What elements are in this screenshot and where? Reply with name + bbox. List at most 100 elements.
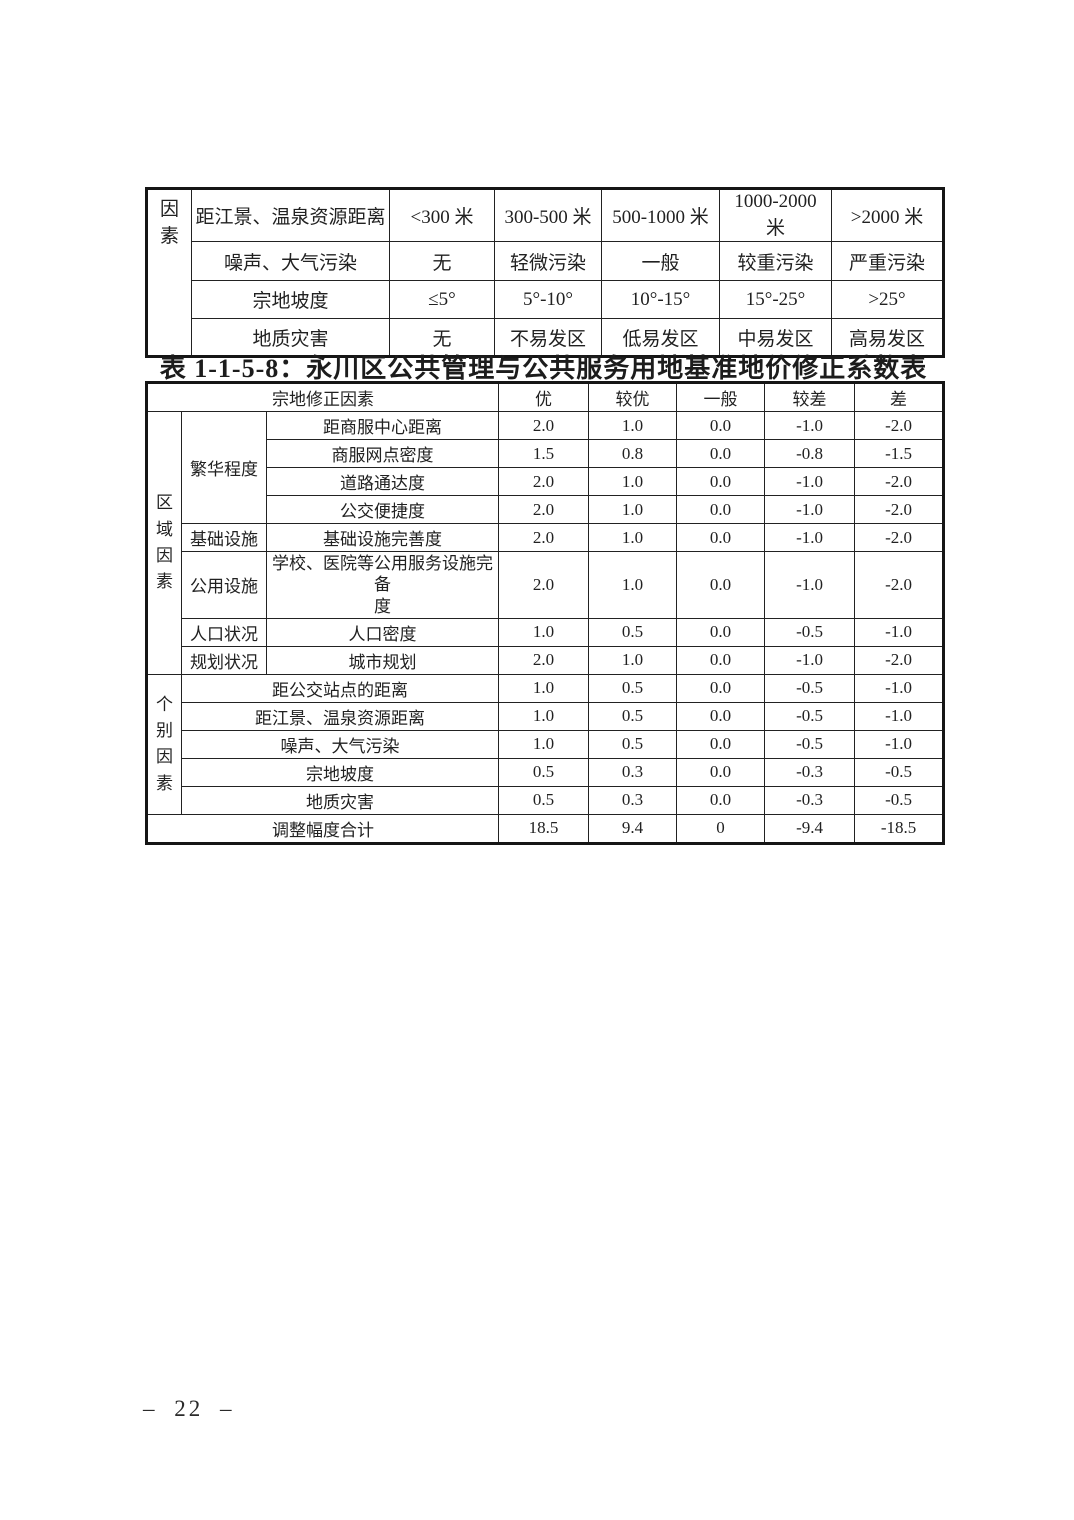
value-cell: -0.3 bbox=[764, 757, 856, 787]
header-average: 一般 bbox=[676, 382, 766, 412]
factor-label: 地质灾害 bbox=[191, 318, 390, 357]
value-cell: -0.5 bbox=[764, 673, 856, 703]
value-cell: 0.0 bbox=[676, 645, 766, 675]
value-cell: 0 bbox=[676, 813, 766, 844]
value-cell: 2.0 bbox=[498, 411, 590, 440]
value-cell: -2.0 bbox=[854, 523, 945, 552]
value-cell: ≤5° bbox=[389, 280, 495, 319]
value-cell: 0.0 bbox=[676, 729, 766, 759]
value-cell: -1.0 bbox=[764, 523, 856, 552]
factor-label: 道路通达度 bbox=[265, 467, 500, 496]
value-cell: 1.0 bbox=[498, 701, 590, 731]
value-cell: -1.0 bbox=[854, 729, 945, 759]
value-cell: 2.0 bbox=[498, 523, 590, 552]
header-excellent: 优 bbox=[498, 382, 590, 412]
factor-label: 公交便捷度 bbox=[265, 495, 500, 524]
value-cell: 1.0 bbox=[588, 411, 678, 440]
value-cell: 2.0 bbox=[498, 551, 590, 619]
value-cell: 1.0 bbox=[498, 729, 590, 759]
top-coefficient-table: 因素 距江景、温泉资源距离 <300 米 300-500 米 500-1000 米 100… bbox=[145, 187, 945, 358]
value-cell: -1.0 bbox=[854, 673, 945, 703]
value-cell: 10°-15° bbox=[601, 280, 720, 319]
value-cell: 1.5 bbox=[498, 439, 590, 468]
value-cell: 低易发区 bbox=[601, 318, 720, 357]
value-cell: 0.3 bbox=[588, 785, 678, 815]
factor-label: 距公交站点的距离 bbox=[180, 673, 500, 703]
factor-label: 基础设施完善度 bbox=[265, 523, 500, 552]
group-prosperity: 繁华程度 bbox=[181, 411, 267, 524]
factor-label: 距江景、温泉资源距离 bbox=[191, 188, 390, 242]
value-cell: 2.0 bbox=[498, 495, 590, 524]
factor-label: 宗地坡度 bbox=[180, 757, 500, 787]
value-cell: 2.0 bbox=[498, 467, 590, 496]
header-worse: 较差 bbox=[764, 382, 856, 412]
factor-label: 距江景、温泉资源距离 bbox=[180, 701, 500, 731]
value-cell: -1.0 bbox=[854, 617, 945, 647]
value-cell: 0.5 bbox=[588, 701, 678, 731]
value-cell: 0.8 bbox=[588, 439, 678, 468]
value-cell: -2.0 bbox=[854, 411, 945, 440]
value-cell: -0.3 bbox=[764, 785, 856, 815]
header-poor: 差 bbox=[854, 382, 945, 412]
value-cell: 0.5 bbox=[588, 729, 678, 759]
corner-factor-label: 因素 bbox=[146, 188, 192, 357]
value-cell: 0.0 bbox=[676, 411, 766, 440]
value-cell: 无 bbox=[389, 241, 495, 281]
value-cell: -2.0 bbox=[854, 645, 945, 675]
value-cell: 300-500 米 bbox=[494, 188, 602, 242]
group-planning: 规划状况 bbox=[181, 645, 267, 675]
value-cell: -0.8 bbox=[764, 439, 856, 468]
value-cell: 2.0 bbox=[498, 645, 590, 675]
group-individual-factors: 个别 因素 bbox=[146, 673, 182, 815]
value-cell: -2.0 bbox=[854, 495, 945, 524]
value-cell: <300 米 bbox=[389, 188, 495, 242]
value-cell: -0.5 bbox=[854, 785, 945, 815]
value-cell: 0.0 bbox=[676, 757, 766, 787]
value-cell: 1000-2000 米 bbox=[719, 188, 832, 242]
factor-label: 距商服中心距离 bbox=[265, 411, 500, 440]
value-cell: 0.0 bbox=[676, 701, 766, 731]
value-cell: 高易发区 bbox=[831, 318, 944, 357]
value-cell: 9.4 bbox=[588, 813, 678, 844]
value-cell: -0.5 bbox=[764, 701, 856, 731]
factor-label: 宗地坡度 bbox=[191, 280, 390, 319]
value-cell: -1.0 bbox=[764, 495, 856, 524]
value-cell: >25° bbox=[831, 280, 944, 319]
value-cell: 0.0 bbox=[676, 439, 766, 468]
value-cell: 0.0 bbox=[676, 785, 766, 815]
value-cell: 1.0 bbox=[588, 523, 678, 552]
value-cell: -1.5 bbox=[854, 439, 945, 468]
value-cell: -1.0 bbox=[764, 645, 856, 675]
value-cell: 严重污染 bbox=[831, 241, 944, 281]
total-adjustment-label: 调整幅度合计 bbox=[145, 813, 500, 844]
value-cell: 轻微污染 bbox=[494, 241, 602, 281]
factor-label: 噪声、大气污染 bbox=[180, 729, 500, 759]
value-cell: >2000 米 bbox=[831, 188, 944, 242]
value-cell: 500-1000 米 bbox=[601, 188, 720, 242]
value-cell: -1.0 bbox=[764, 467, 856, 496]
value-cell: -0.5 bbox=[764, 729, 856, 759]
group-public-facilities: 公用设施 bbox=[181, 551, 267, 619]
value-cell: 0.0 bbox=[676, 551, 766, 619]
value-cell: -1.0 bbox=[764, 411, 856, 440]
factor-label: 商服网点密度 bbox=[265, 439, 500, 468]
group-regional-factors: 区域 因素 bbox=[146, 411, 182, 675]
value-cell: 1.0 bbox=[588, 495, 678, 524]
header-better: 较优 bbox=[588, 382, 678, 412]
value-cell: 0.0 bbox=[676, 467, 766, 496]
value-cell: 5°-10° bbox=[494, 280, 602, 319]
value-cell: -1.0 bbox=[854, 701, 945, 731]
table-title: 表 1-1-5-8：永川区公共管理与公共服务用地基准地价修正系数表 bbox=[159, 354, 928, 383]
factor-label: 城市规划 bbox=[265, 645, 500, 675]
value-cell: 0.0 bbox=[676, 673, 766, 703]
header-parcel-correction-factors: 宗地修正因素 bbox=[145, 382, 500, 412]
value-cell: 0.0 bbox=[676, 523, 766, 552]
main-correction-table: 宗地修正因素优较优 一般 较差差区域 因素 繁华程度 距商服中心距离 2.0 1.0 0.0-… bbox=[145, 381, 946, 845]
factor-label: 噪声、大气污染 bbox=[191, 241, 390, 281]
value-cell: 0.0 bbox=[676, 617, 766, 647]
factor-label: 地质灾害 bbox=[180, 785, 500, 815]
value-cell: 1.0 bbox=[588, 645, 678, 675]
main-correction-table-wrap: 宗地修正因素优较优 一般 较差差区域 因素 繁华程度 距商服中心距离 2.0 1.0 0.0-… bbox=[145, 381, 946, 845]
value-cell: 1.0 bbox=[498, 617, 590, 647]
